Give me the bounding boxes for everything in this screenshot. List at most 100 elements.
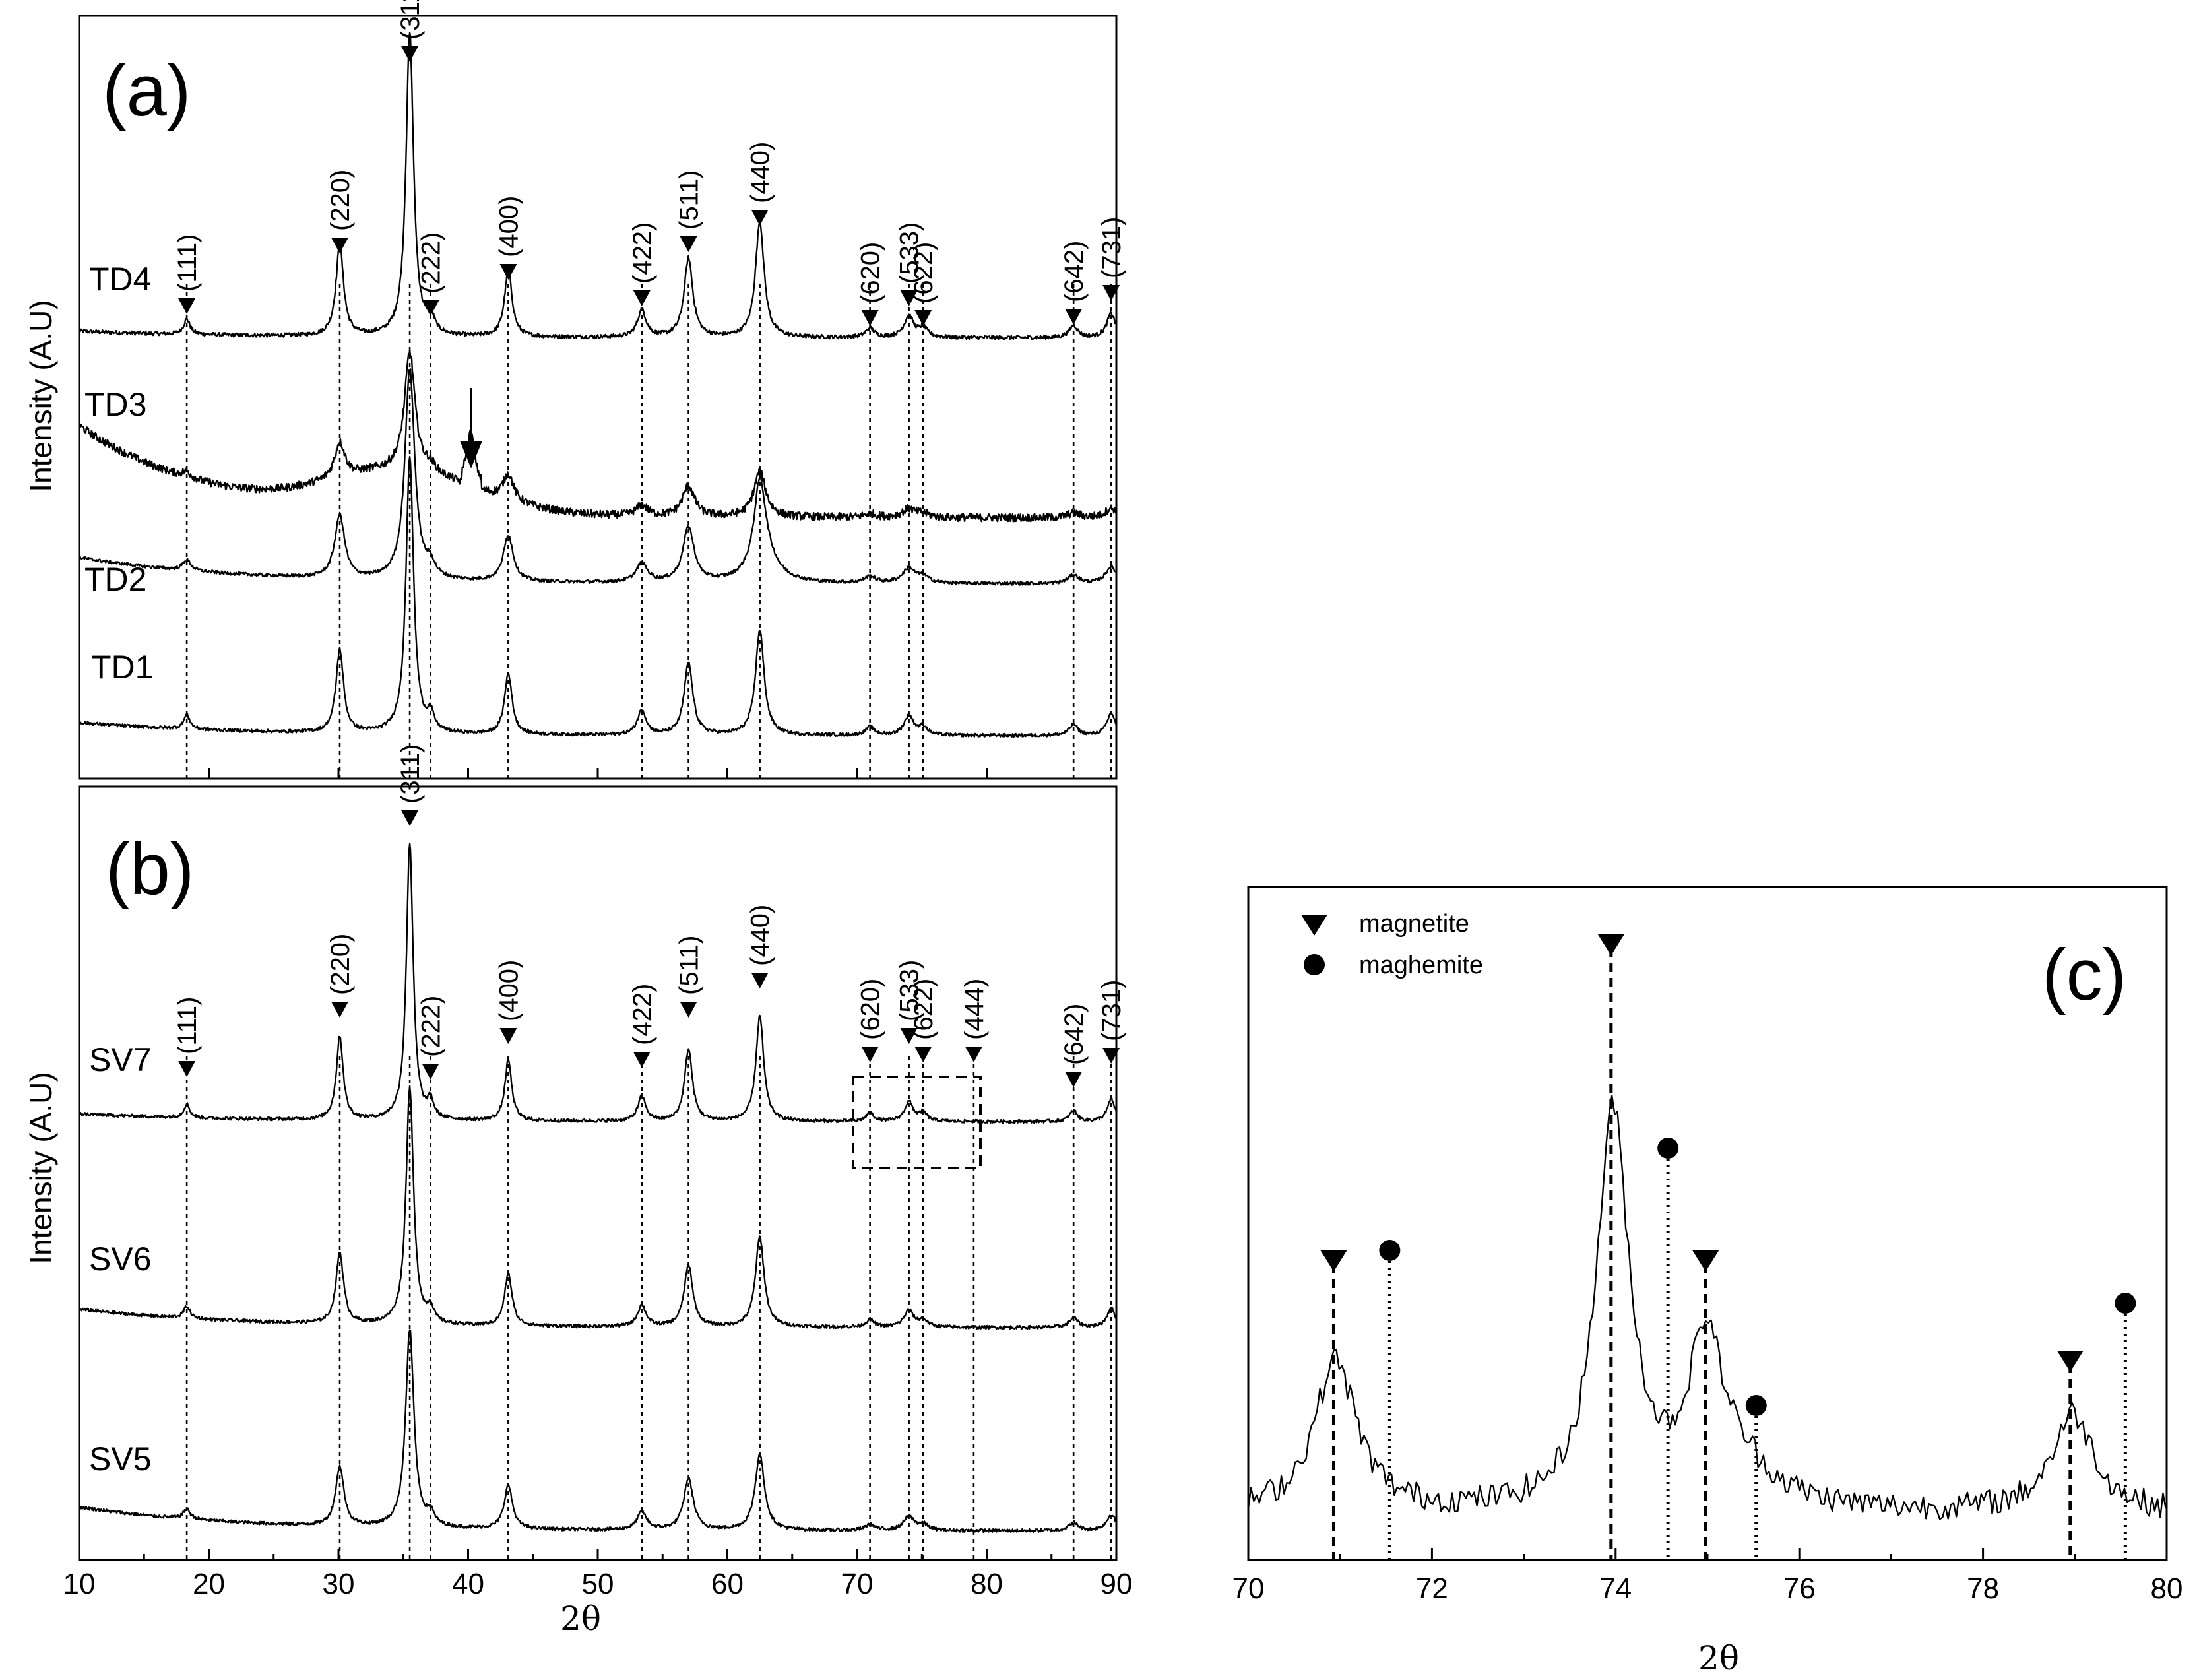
panel-b-xtick-label: 80 bbox=[971, 1568, 1003, 1600]
hkl-label-a: (440) bbox=[746, 142, 775, 203]
hkl-label-a: (422) bbox=[628, 222, 657, 284]
hkl-label-b: (642) bbox=[1060, 1004, 1089, 1065]
panel-c-xtick-label: 74 bbox=[1599, 1572, 1632, 1605]
sample-label-sv6: SV6 bbox=[89, 1241, 152, 1277]
magnetite-marker-icon bbox=[401, 810, 419, 826]
hkl-label-a: (533) bbox=[895, 222, 924, 284]
panel-b-frame bbox=[78, 785, 1118, 1561]
hkl-label-b: (220) bbox=[326, 934, 355, 995]
magnetite-marker-icon bbox=[751, 973, 769, 988]
panel-a-ylabel: Intensity (A.U) bbox=[24, 300, 58, 492]
magnetite-marker-icon bbox=[2056, 1351, 2084, 1372]
hkl-label-b: (440) bbox=[746, 905, 775, 966]
panel-b-ylabel: Intensity (A.U) bbox=[24, 1072, 58, 1264]
panel-c-xtick-label: 80 bbox=[2151, 1572, 2183, 1605]
magnetite-marker-icon bbox=[178, 1061, 196, 1077]
magnetite-marker-icon bbox=[680, 1002, 697, 1018]
magnetite-marker-icon bbox=[178, 298, 196, 314]
sample-label-td4: TD4 bbox=[89, 261, 151, 298]
panel-b-xtick-label: 40 bbox=[452, 1568, 484, 1600]
series-td3-line bbox=[78, 349, 1118, 523]
sample-label-td1: TD1 bbox=[91, 649, 153, 686]
hkl-label-a: (622) bbox=[909, 242, 938, 304]
panel-c-xtick-label: 78 bbox=[1967, 1572, 1999, 1605]
series-sv6-line bbox=[79, 1085, 1118, 1330]
zoom-region-box bbox=[852, 1076, 982, 1169]
magnetite-marker-icon bbox=[1065, 1072, 1083, 1087]
panel-b-xtick-label: 10 bbox=[63, 1568, 96, 1600]
hkl-label-a: (620) bbox=[856, 242, 885, 304]
panel-b-label: (b) bbox=[106, 829, 194, 910]
panel-c-xtick-label: 76 bbox=[1783, 1572, 1816, 1605]
magnetite-marker-icon bbox=[965, 1047, 982, 1062]
hkl-label-a: (511) bbox=[675, 170, 704, 230]
hkl-label-b: (533) bbox=[895, 960, 924, 1021]
magnetite-marker-icon bbox=[633, 1052, 651, 1068]
hkl-label-b: (620) bbox=[856, 979, 885, 1040]
panel-a-label: (a) bbox=[102, 50, 191, 131]
hkl-label-b: (622) bbox=[909, 979, 938, 1040]
series-td2-line bbox=[79, 368, 1117, 586]
series-sv7-line bbox=[79, 843, 1118, 1124]
magnetite-marker-icon bbox=[680, 236, 697, 252]
magnetite-marker-icon bbox=[1597, 934, 1624, 955]
hkl-label-a: (731) bbox=[1097, 217, 1126, 278]
sample-label-sv7: SV7 bbox=[89, 1041, 152, 1078]
magnetite-marker-icon bbox=[499, 264, 517, 280]
panel-b-xtick-label: 50 bbox=[582, 1568, 614, 1600]
hkl-label-b: (400) bbox=[494, 960, 523, 1021]
maghemite-marker-icon bbox=[1745, 1395, 1767, 1416]
hkl-label-b: (111) bbox=[173, 997, 202, 1054]
magnetite-marker-icon bbox=[633, 290, 651, 306]
sample-label-td2: TD2 bbox=[84, 561, 146, 598]
hkl-label-a: (642) bbox=[1060, 241, 1089, 302]
magnetite-marker-icon bbox=[331, 1002, 348, 1018]
legend-magnetite-marker-icon bbox=[1301, 915, 1327, 936]
hkl-label-b: (511) bbox=[675, 936, 704, 995]
legend-maghemite-marker-icon bbox=[1304, 954, 1325, 975]
magnetite-marker-icon bbox=[1320, 1250, 1347, 1272]
maghemite-marker-icon bbox=[2115, 1293, 2136, 1314]
series-td4-line bbox=[78, 32, 1118, 340]
magnetite-marker-icon bbox=[1692, 1250, 1719, 1272]
series-td1-line bbox=[79, 455, 1117, 738]
magnetite-marker-icon bbox=[1102, 285, 1120, 301]
magnetite-marker-icon bbox=[900, 290, 918, 306]
maghemite-marker-icon bbox=[1657, 1138, 1679, 1159]
magnetite-marker-icon bbox=[861, 310, 879, 326]
magnetite-marker-icon bbox=[1102, 1048, 1120, 1064]
magnetite-marker-icon bbox=[422, 300, 439, 316]
panel-b-xtick-label: 90 bbox=[1100, 1568, 1133, 1600]
panel-b-xtick-label: 20 bbox=[193, 1568, 225, 1600]
hkl-label-a: (222) bbox=[417, 232, 446, 294]
sample-label-td3: TD3 bbox=[84, 386, 146, 423]
magnetite-marker-icon bbox=[401, 46, 419, 62]
series-sv5-line bbox=[79, 1329, 1117, 1534]
panel-c-frame bbox=[1247, 886, 2168, 1561]
hkl-label-a: (111) bbox=[173, 234, 202, 292]
hkl-label-a: (400) bbox=[494, 196, 523, 257]
magnetite-marker-icon bbox=[499, 1028, 517, 1044]
panel-b-xtick-label: 30 bbox=[323, 1568, 355, 1600]
magnetite-marker-icon bbox=[751, 210, 769, 226]
panel-a-frame bbox=[78, 15, 1118, 780]
panel-b-xtick-label: 60 bbox=[711, 1568, 744, 1600]
series-zoom-line bbox=[1247, 1095, 2167, 1520]
panel-c-xtick-label: 70 bbox=[1232, 1572, 1265, 1605]
hkl-label-a: (220) bbox=[326, 170, 355, 231]
panel-c-label: (c) bbox=[2042, 934, 2126, 1016]
hkl-label-b: (311) bbox=[396, 744, 425, 804]
magnetite-marker-icon bbox=[422, 1064, 439, 1080]
maghemite-marker-icon bbox=[1379, 1240, 1401, 1261]
legend-magnetite-label: magnetite bbox=[1359, 910, 1469, 938]
td3-impurity-arrow-icon bbox=[460, 388, 482, 468]
sample-label-sv5: SV5 bbox=[89, 1440, 152, 1477]
hkl-label-b: (444) bbox=[960, 979, 989, 1040]
hkl-label-b: (731) bbox=[1097, 980, 1126, 1041]
magnetite-marker-icon bbox=[861, 1047, 879, 1062]
magnetite-marker-icon bbox=[914, 310, 932, 326]
hkl-label-b: (422) bbox=[628, 984, 657, 1045]
panel-c-xlabel: 2θ bbox=[1698, 1639, 1739, 1677]
magnetite-marker-icon bbox=[900, 1028, 918, 1044]
panel-c-xtick-label: 72 bbox=[1416, 1572, 1448, 1605]
